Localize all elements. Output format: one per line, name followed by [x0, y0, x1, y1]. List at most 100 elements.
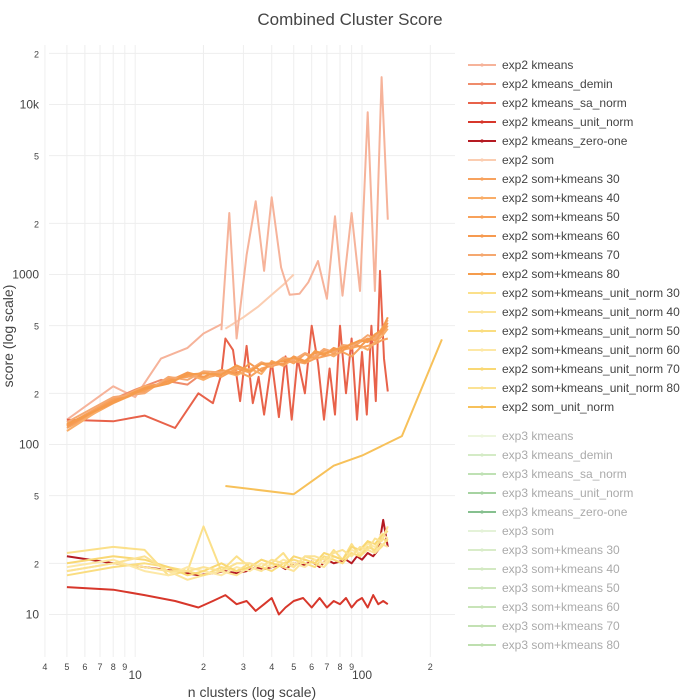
legend-label: exp3 kmeans [502, 429, 573, 443]
chart-title: Combined Cluster Score [257, 10, 442, 29]
legend-label: exp2 som+kmeans_unit_norm 30 [502, 286, 680, 300]
legend-marker [480, 405, 484, 409]
x-tick-label: 9 [122, 662, 127, 672]
legend-marker [480, 291, 484, 295]
legend-item[interactable]: exp2 som+kmeans 50 [468, 210, 620, 224]
series-line [220, 76, 389, 340]
series-line [66, 316, 389, 425]
legend-label: exp2 kmeans_unit_norm [502, 115, 633, 129]
legend-label: exp3 kmeans_unit_norm [502, 486, 633, 500]
legend-item[interactable]: exp2 som+kmeans_unit_norm 80 [468, 381, 680, 395]
legend-marker [480, 234, 484, 238]
legend-label: exp2 som+kmeans 50 [502, 210, 620, 224]
legend-item[interactable]: exp2 som [468, 153, 554, 167]
legend-item[interactable]: exp3 kmeans [468, 429, 573, 443]
legend-marker [480, 386, 484, 390]
x-tick-label: 7 [324, 662, 329, 672]
plot-area [66, 76, 443, 616]
legend-marker [480, 643, 484, 647]
legend-label: exp3 som [502, 524, 554, 538]
legend-label: exp3 kmeans_zero-one [502, 505, 628, 519]
legend-item[interactable]: exp2 som+kmeans 80 [468, 267, 620, 281]
x-tick-label: 2 [201, 662, 206, 672]
legend-marker [480, 196, 484, 200]
legend-label: exp2 kmeans_zero-one [502, 134, 628, 148]
legend-item[interactable]: exp2 som+kmeans 40 [468, 191, 620, 205]
legend-marker [480, 434, 484, 438]
legend-label: exp2 som [502, 153, 554, 167]
legend-item[interactable]: exp3 som [468, 524, 554, 538]
x-tick-label: 6 [309, 662, 314, 672]
legend-item[interactable]: exp2 som_unit_norm [468, 400, 614, 414]
legend-item[interactable]: exp2 som+kmeans_unit_norm 40 [468, 305, 680, 319]
legend-item[interactable]: exp2 som+kmeans 70 [468, 248, 620, 262]
legend-item[interactable]: exp3 kmeans_zero-one [468, 505, 628, 519]
legend-marker [480, 215, 484, 219]
legend-label: exp3 som+kmeans 30 [502, 543, 620, 557]
legend-label: exp2 som+kmeans_unit_norm 70 [502, 362, 680, 376]
legend-marker [480, 82, 484, 86]
series-line [66, 269, 389, 429]
legend-item[interactable]: exp2 som+kmeans_unit_norm 30 [468, 286, 680, 300]
y-tick-label: 1000 [12, 268, 39, 282]
series-line [66, 322, 389, 428]
legend-item[interactable]: exp2 som+kmeans_unit_norm 60 [468, 343, 680, 357]
legend-item[interactable]: exp2 kmeans_sa_norm [468, 96, 627, 110]
x-tick-label: 8 [111, 662, 116, 672]
legend-marker [480, 605, 484, 609]
legend-item[interactable]: exp3 som+kmeans 40 [468, 562, 620, 576]
legend-label: exp2 kmeans_demin [502, 77, 613, 91]
legend-item[interactable]: exp2 kmeans [468, 58, 573, 72]
legend-item[interactable]: exp2 som+kmeans_unit_norm 70 [468, 362, 680, 376]
legend-marker [480, 158, 484, 162]
legend-item[interactable]: exp3 som+kmeans 30 [468, 543, 620, 557]
legend-label: exp3 som+kmeans 70 [502, 619, 620, 633]
legend-item[interactable]: exp2 som+kmeans 30 [468, 172, 620, 186]
legend-item[interactable]: exp3 som+kmeans 60 [468, 600, 620, 614]
legend-label: exp2 som+kmeans 60 [502, 229, 620, 243]
legend-marker [480, 367, 484, 371]
legend-marker [480, 329, 484, 333]
y-axis-ticks: 10 2 5 100 2 5 1000 2 5 10k 2 [12, 49, 40, 621]
legend-item[interactable]: exp2 kmeans_demin [468, 77, 613, 91]
legend-marker [480, 101, 484, 105]
legend-marker [480, 139, 484, 143]
legend-label: exp2 som+kmeans 40 [502, 191, 620, 205]
legend-marker [480, 253, 484, 257]
legend-label: exp2 som+kmeans 30 [502, 172, 620, 186]
x-tick-label: 8 [338, 662, 343, 672]
legend-item[interactable]: exp3 kmeans_unit_norm [468, 486, 633, 500]
y-tick-label: 100 [19, 438, 39, 452]
legend-item[interactable]: exp3 som+kmeans 80 [468, 638, 620, 652]
legend-marker [480, 624, 484, 628]
legend-item[interactable]: exp2 kmeans_zero-one [468, 134, 628, 148]
legend-label: exp2 som+kmeans_unit_norm 50 [502, 324, 680, 338]
y-tick-label: 2 [34, 559, 39, 569]
legend-marker [480, 567, 484, 571]
legend-marker [480, 310, 484, 314]
legend-marker [480, 453, 484, 457]
legend-marker [480, 348, 484, 352]
x-tick-label: 10 [129, 668, 143, 682]
y-tick-label: 2 [34, 219, 39, 229]
legend-marker [480, 510, 484, 514]
x-tick-label: 5 [64, 662, 69, 672]
legend-label: exp2 som+kmeans_unit_norm 80 [502, 381, 680, 395]
legend-item[interactable]: exp3 kmeans_sa_norm [468, 467, 627, 481]
legend-item[interactable]: exp3 som+kmeans 50 [468, 581, 620, 595]
x-tick-label: 6 [82, 662, 87, 672]
legend-label: exp3 kmeans_sa_norm [502, 467, 627, 481]
legend-marker [480, 177, 484, 181]
legend-item[interactable]: exp2 som+kmeans_unit_norm 50 [468, 324, 680, 338]
y-axis-label: score (log scale) [0, 285, 16, 388]
legend-label: exp2 som_unit_norm [502, 400, 614, 414]
y-tick-label: 2 [34, 49, 39, 59]
legend-item[interactable]: exp2 kmeans_unit_norm [468, 115, 633, 129]
series-line [66, 323, 222, 421]
legend-item[interactable]: exp2 som+kmeans 60 [468, 229, 620, 243]
legend-item[interactable]: exp3 som+kmeans 70 [468, 619, 620, 633]
y-tick-label: 10 [26, 608, 40, 622]
legend-marker [480, 548, 484, 552]
legend-label: exp3 som+kmeans 50 [502, 581, 620, 595]
legend-item[interactable]: exp3 kmeans_demin [468, 448, 613, 462]
